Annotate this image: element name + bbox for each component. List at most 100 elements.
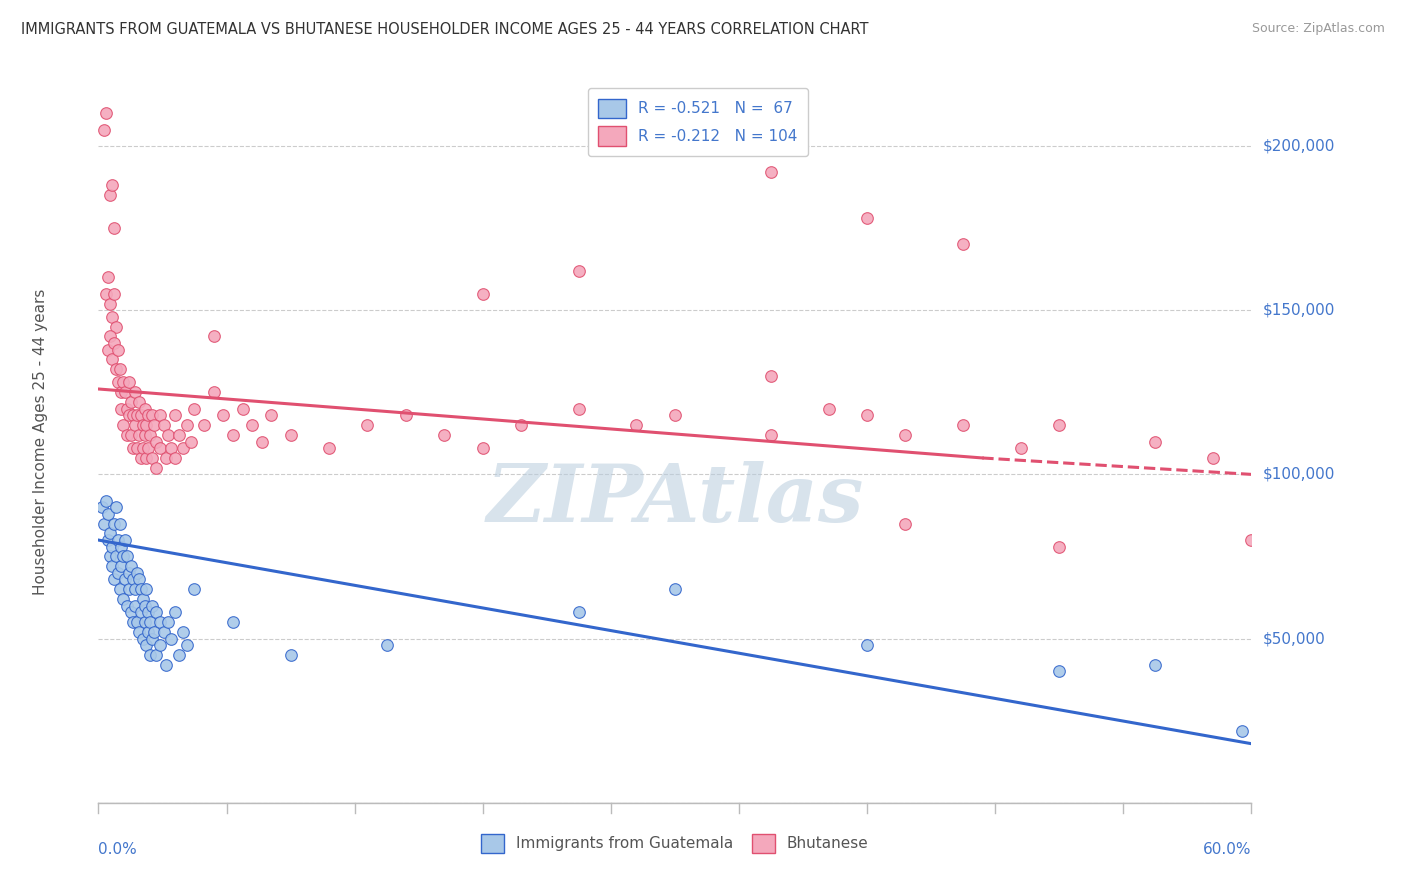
Text: Householder Income Ages 25 - 44 years: Householder Income Ages 25 - 44 years [34, 288, 48, 595]
Text: IMMIGRANTS FROM GUATEMALA VS BHUTANESE HOUSEHOLDER INCOME AGES 25 - 44 YEARS COR: IMMIGRANTS FROM GUATEMALA VS BHUTANESE H… [21, 22, 869, 37]
Point [112, 549, 135, 564]
Point [165, 450, 187, 465]
Point [104, 500, 127, 515]
Point [1047, 418, 1070, 433]
Point [375, 638, 398, 652]
Point [107, 376, 129, 390]
Point [124, 385, 146, 400]
Point [155, 657, 177, 672]
Point [110, 385, 132, 400]
Point [568, 605, 591, 619]
Point [134, 401, 156, 416]
Point [108, 516, 131, 531]
Point [122, 573, 145, 587]
Point [97, 270, 120, 285]
Point [143, 418, 166, 433]
Point [664, 409, 686, 423]
Point [97, 343, 120, 357]
Point [98, 188, 121, 202]
Point [135, 582, 157, 597]
Point [98, 549, 121, 564]
Point [101, 559, 124, 574]
Point [141, 450, 163, 465]
Point [183, 582, 205, 597]
Point [395, 409, 418, 423]
Point [1202, 450, 1225, 465]
Point [118, 582, 141, 597]
Point [149, 441, 172, 455]
Point [101, 178, 124, 193]
Point [103, 221, 125, 235]
Point [131, 632, 153, 646]
Point [145, 605, 167, 619]
Point [952, 418, 974, 433]
Point [93, 122, 115, 136]
Point [120, 559, 142, 574]
Point [110, 540, 132, 554]
Point [101, 540, 124, 554]
Point [172, 441, 194, 455]
Point [138, 625, 160, 640]
Point [131, 418, 153, 433]
Point [117, 599, 139, 613]
Point [108, 362, 131, 376]
Point [149, 615, 172, 630]
Point [117, 428, 139, 442]
Point [134, 615, 156, 630]
Point [139, 648, 162, 662]
Text: $50,000: $50,000 [1263, 632, 1326, 646]
Point [568, 264, 591, 278]
Point [202, 385, 225, 400]
Point [107, 566, 129, 580]
Point [134, 428, 156, 442]
Point [128, 625, 150, 640]
Point [193, 418, 215, 433]
Point [91, 500, 114, 515]
Point [149, 638, 172, 652]
Point [107, 533, 129, 547]
Point [759, 165, 782, 179]
Point [97, 533, 120, 547]
Point [103, 516, 125, 531]
Point [129, 605, 152, 619]
Point [135, 418, 157, 433]
Point [202, 329, 225, 343]
Point [356, 418, 378, 433]
Point [139, 615, 162, 630]
Point [152, 625, 174, 640]
Point [231, 401, 254, 416]
Point [143, 625, 166, 640]
Point [114, 573, 136, 587]
Point [131, 441, 153, 455]
Point [759, 368, 782, 383]
Point [112, 592, 135, 607]
Point [626, 418, 648, 433]
Point [98, 526, 121, 541]
Point [167, 428, 190, 442]
Point [952, 237, 974, 252]
Point [107, 343, 129, 357]
Point [180, 434, 202, 449]
Point [135, 450, 157, 465]
Point [145, 434, 167, 449]
Point [103, 286, 125, 301]
Point [120, 605, 142, 619]
Point [125, 409, 148, 423]
Point [125, 566, 148, 580]
Point [139, 428, 162, 442]
Point [124, 582, 146, 597]
Point [138, 441, 160, 455]
Point [118, 566, 141, 580]
Legend: Immigrants from Guatemala, Bhutanese: Immigrants from Guatemala, Bhutanese [474, 826, 876, 860]
Text: $150,000: $150,000 [1263, 302, 1334, 318]
Point [124, 418, 146, 433]
Point [114, 385, 136, 400]
Point [510, 418, 533, 433]
Point [117, 549, 139, 564]
Text: 60.0%: 60.0% [1204, 842, 1251, 856]
Point [240, 418, 263, 433]
Point [471, 441, 494, 455]
Point [759, 428, 782, 442]
Point [145, 648, 167, 662]
Point [134, 599, 156, 613]
